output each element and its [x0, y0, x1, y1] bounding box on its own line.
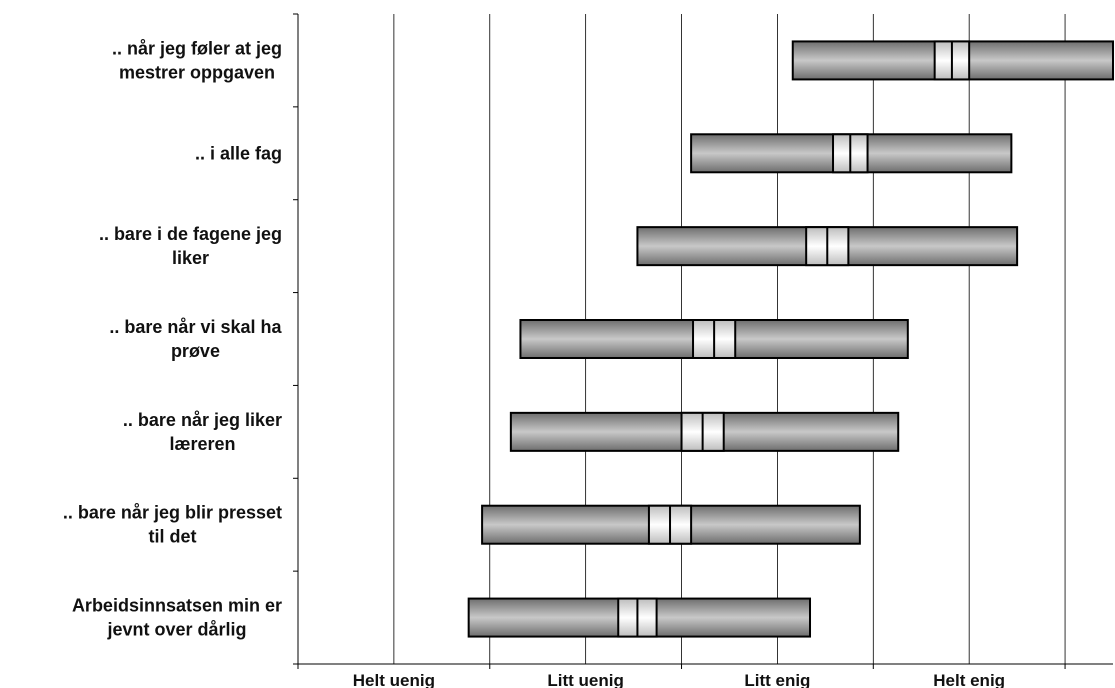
- category-label-line: .. bare når vi skal ha: [109, 317, 282, 337]
- category-label-line: .. bare når jeg liker: [123, 410, 282, 430]
- category-label-line: prøve: [171, 341, 220, 361]
- bar-group: [509, 411, 900, 452]
- category-label: .. når jeg føler at jeg mestrer oppgaven: [112, 38, 282, 82]
- category-label: Arbeidsinnsatsen min er jevnt over dårlig: [72, 596, 282, 640]
- category-label-line: læreren: [169, 434, 235, 454]
- category-label-line: .. i alle fag: [195, 143, 282, 163]
- x-tick-label: Litt uenig: [547, 671, 623, 688]
- bar-group: [636, 226, 1019, 267]
- category-label: .. bare når jeg liker læreren: [123, 410, 282, 454]
- bar-group: [481, 504, 861, 545]
- category-label: .. bare når vi skal ha prøve: [109, 317, 282, 361]
- bar-group: [519, 319, 909, 359]
- category-label-line: .. bare når jeg blir presset: [63, 503, 282, 523]
- category-label: .. i alle fag: [195, 143, 282, 163]
- bar-group: [467, 597, 812, 638]
- bar-group: [791, 40, 1114, 81]
- category-label-line: mestrer oppgaven: [119, 62, 275, 82]
- x-tick-label: Litt enig: [744, 671, 810, 688]
- category-label-line: .. når jeg føler at jeg: [112, 38, 282, 58]
- axes: [293, 13, 1113, 669]
- tick-labels: Helt uenig Litt uenig Litt enig Helt enig: [353, 671, 1005, 688]
- category-labels: .. når jeg føler at jeg mestrer oppgaven.…: [63, 38, 283, 639]
- category-label: .. bare når jeg blir presset til det: [63, 503, 282, 547]
- category-label-line: jevnt over dårlig: [106, 620, 246, 640]
- x-tick-label: Helt enig: [933, 671, 1005, 688]
- category-label: .. bare i de fagene jeg liker: [99, 224, 282, 268]
- category-label-line: liker: [172, 248, 209, 268]
- category-label-line: til det: [148, 527, 196, 547]
- category-label-line: Arbeidsinnsatsen min er: [72, 596, 282, 616]
- category-label-line: .. bare i de fagene jeg: [99, 224, 282, 244]
- x-tick-label: Helt uenig: [353, 671, 435, 688]
- bar-group: [690, 133, 1013, 174]
- bars: [467, 40, 1114, 638]
